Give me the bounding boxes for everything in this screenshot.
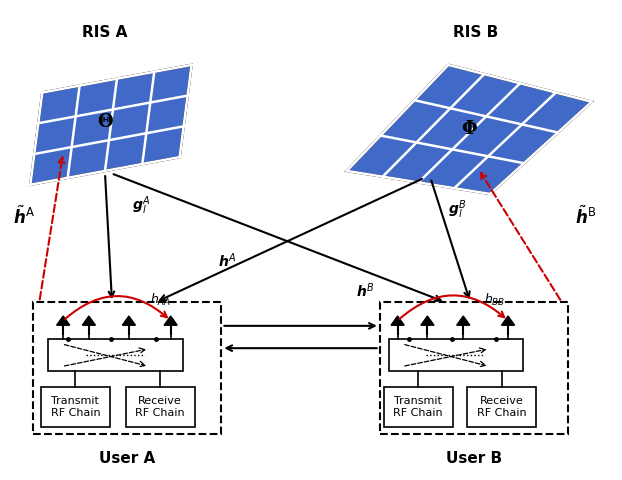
Text: $\boldsymbol{g}_l^A$: $\boldsymbol{g}_l^A$ <box>132 194 150 217</box>
Bar <box>34 302 221 433</box>
Bar <box>49 339 183 372</box>
Polygon shape <box>164 316 177 325</box>
Text: User B: User B <box>445 451 502 466</box>
Text: $\tilde{\boldsymbol{h}}^\mathrm{B}$: $\tilde{\boldsymbol{h}}^\mathrm{B}$ <box>575 206 596 228</box>
Polygon shape <box>57 316 70 325</box>
Text: Θ: Θ <box>97 113 113 132</box>
Bar <box>379 302 568 433</box>
Text: $h_{AA}$: $h_{AA}$ <box>150 292 171 308</box>
Polygon shape <box>391 316 404 325</box>
Text: $\boldsymbol{h}^A$: $\boldsymbol{h}^A$ <box>218 252 236 270</box>
Text: Receive
RF Chain: Receive RF Chain <box>136 396 185 418</box>
Polygon shape <box>123 316 136 325</box>
Text: $\boldsymbol{g}_l^B$: $\boldsymbol{g}_l^B$ <box>448 199 466 221</box>
Polygon shape <box>421 316 434 325</box>
Bar <box>389 339 523 372</box>
Text: $\boldsymbol{h}^B$: $\boldsymbol{h}^B$ <box>356 281 374 300</box>
Text: Φ: Φ <box>462 120 477 138</box>
Text: RIS A: RIS A <box>82 24 128 39</box>
Polygon shape <box>82 316 95 325</box>
Bar <box>384 387 453 427</box>
Text: Receive
RF Chain: Receive RF Chain <box>477 396 527 418</box>
Text: Transmit
RF Chain: Transmit RF Chain <box>50 396 100 418</box>
Polygon shape <box>30 65 192 185</box>
Text: $h_{BB}$: $h_{BB}$ <box>484 292 506 308</box>
Text: Transmit
RF Chain: Transmit RF Chain <box>393 396 443 418</box>
Bar <box>126 387 195 427</box>
Polygon shape <box>501 316 514 325</box>
Text: RIS B: RIS B <box>453 24 498 39</box>
Text: User A: User A <box>100 451 156 466</box>
Text: $\tilde{\boldsymbol{h}}^\mathrm{A}$: $\tilde{\boldsymbol{h}}^\mathrm{A}$ <box>14 206 35 228</box>
Bar <box>468 387 536 427</box>
Polygon shape <box>347 65 592 194</box>
Bar <box>41 387 109 427</box>
Polygon shape <box>457 316 470 325</box>
